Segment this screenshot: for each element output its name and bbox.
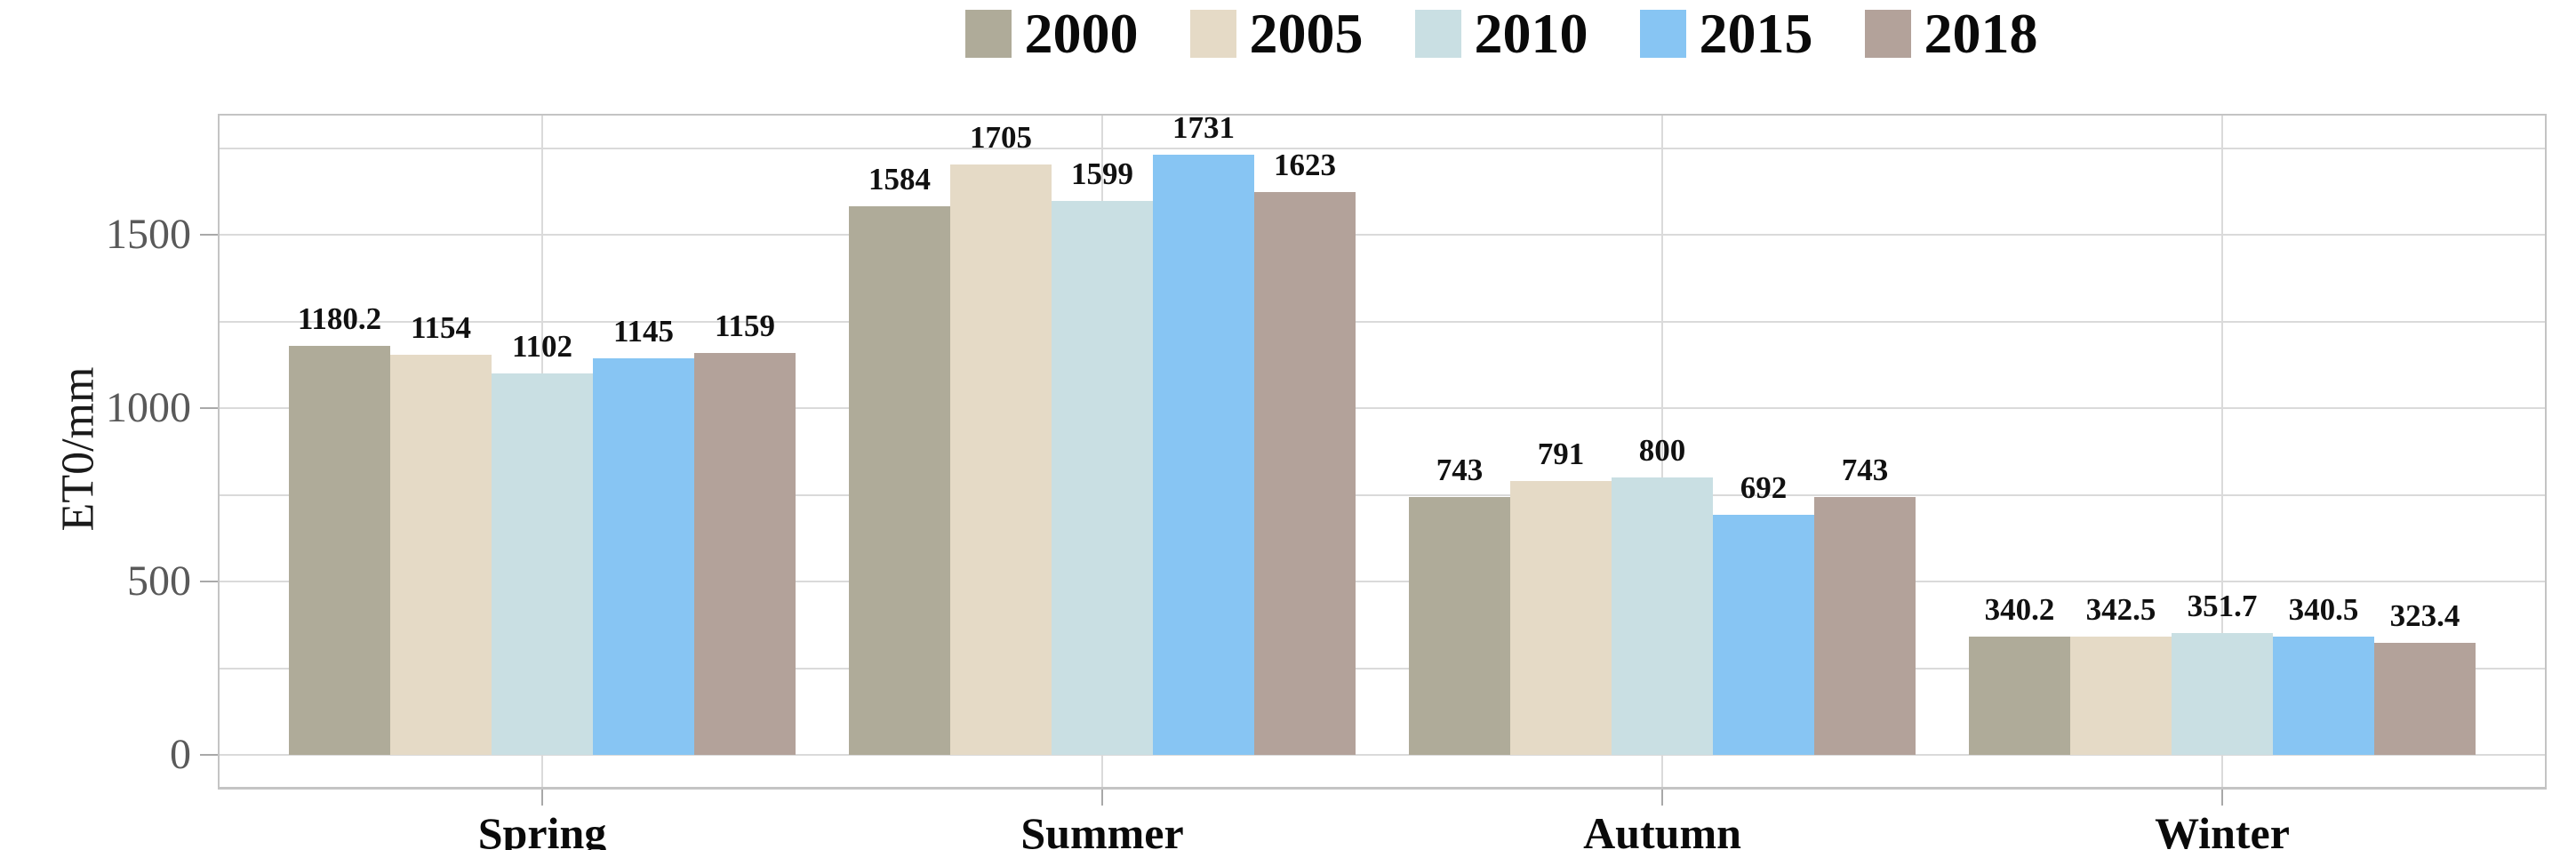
y-tick-label: 1500 (106, 211, 191, 259)
bar-value-label: 1705 (970, 119, 1032, 155)
bar-value-label: 692 (1740, 470, 1788, 506)
bar-2005-summer (950, 164, 1052, 755)
bar-2015-winter (2273, 637, 2374, 756)
x-category-label: Autumn (1583, 808, 1741, 850)
bar-2005-autumn (1510, 480, 1612, 756)
bar-2015-autumn (1713, 515, 1814, 755)
h-gridline (218, 581, 2547, 583)
v-gridline (1661, 114, 1663, 790)
bar-2015-spring (593, 357, 694, 756)
x-tick (1101, 790, 1103, 806)
bar-value-label: 1623 (1274, 148, 1336, 183)
bar-2018-winter (2374, 642, 2476, 755)
bar-2018-summer (1254, 192, 1356, 756)
legend-item-2005: 2005 (1189, 2, 1364, 65)
bar-value-label: 1159 (714, 309, 776, 344)
bar-value-label: 323.4 (2389, 597, 2460, 633)
bar-value-label: 1180.2 (297, 301, 382, 337)
x-category-label: Summer (1020, 808, 1184, 850)
y-tick (200, 234, 218, 237)
legend-swatch-icon (964, 10, 1012, 58)
y-tick-label: 0 (170, 731, 191, 779)
bar-2000-winter (1969, 637, 2070, 755)
x-tick (1661, 790, 1663, 806)
h-gridline (218, 407, 2547, 410)
bar-2000-summer (849, 205, 950, 755)
bar-value-label: 743 (1841, 453, 1889, 488)
legend-item-2010: 2010 (1414, 2, 1588, 65)
bar-2015-summer (1153, 155, 1254, 756)
bar-value-label: 1584 (868, 161, 931, 196)
y-tick (200, 754, 218, 757)
bar-2005-winter (2070, 636, 2172, 756)
bar-2010-summer (1052, 200, 1153, 755)
bar-2005-spring (390, 355, 492, 755)
h-gridline (218, 147, 2547, 149)
bar-value-label: 340.5 (2288, 592, 2359, 628)
legend-swatch-icon (1414, 10, 1461, 58)
y-tick (200, 581, 218, 583)
bar-value-label: 342.5 (2085, 591, 2156, 627)
legend-swatch-icon (1189, 10, 1236, 58)
h-gridline (218, 320, 2547, 323)
y-tick (200, 407, 218, 410)
legend-item-2000: 2000 (964, 2, 1139, 65)
bar-value-label: 791 (1537, 436, 1585, 471)
plot-area: 1180.2 1154 1102 1145 1159 1584 1705 1599 1731 16… (218, 110, 2547, 790)
x-tick (541, 790, 543, 806)
legend: 2000 2005 2010 2015 2018 (213, 5, 2576, 62)
v-gridline (2221, 114, 2223, 790)
y-tick-label: 500 (127, 557, 191, 605)
legend-label: 2015 (1699, 2, 1813, 65)
x-tick (2221, 790, 2223, 806)
h-gridline (218, 493, 2547, 496)
legend-label: 2018 (1924, 2, 2038, 65)
h-gridline (218, 667, 2547, 670)
bar-2010-spring (492, 373, 593, 755)
bar-2000-spring (289, 346, 390, 756)
x-category-label: Spring (477, 808, 607, 850)
bar-2018-autumn (1814, 497, 1916, 756)
y-tick-label: 1000 (106, 384, 191, 432)
bar-value-label: 351.7 (2187, 588, 2258, 623)
h-gridline (218, 234, 2547, 237)
x-category-label: Winter (2155, 808, 2290, 850)
h-gridline (218, 754, 2547, 757)
bar-2010-autumn (1612, 477, 1713, 755)
bar-value-label: 743 (1436, 453, 1484, 488)
bar-2018-spring (694, 353, 796, 756)
bar-value-label: 340.2 (1984, 592, 2055, 628)
legend-item-2018: 2018 (1864, 2, 2038, 65)
legend-label: 2000 (1024, 2, 1139, 65)
legend-item-2015: 2015 (1639, 2, 1813, 65)
bar-value-label: 800 (1638, 433, 1686, 469)
legend-swatch-icon (1864, 10, 1911, 58)
bar-2010-winter (2172, 632, 2273, 755)
bar-value-label: 1599 (1071, 156, 1133, 191)
bar-value-label: 1154 (410, 310, 472, 346)
bar-value-label: 1102 (511, 328, 573, 364)
bar-2000-autumn (1409, 497, 1510, 756)
bar-value-label: 1145 (612, 313, 675, 349)
bar-value-label: 1731 (1172, 110, 1235, 146)
legend-label: 2005 (1249, 2, 1364, 65)
legend-swatch-icon (1639, 10, 1686, 58)
legend-label: 2010 (1474, 2, 1588, 65)
